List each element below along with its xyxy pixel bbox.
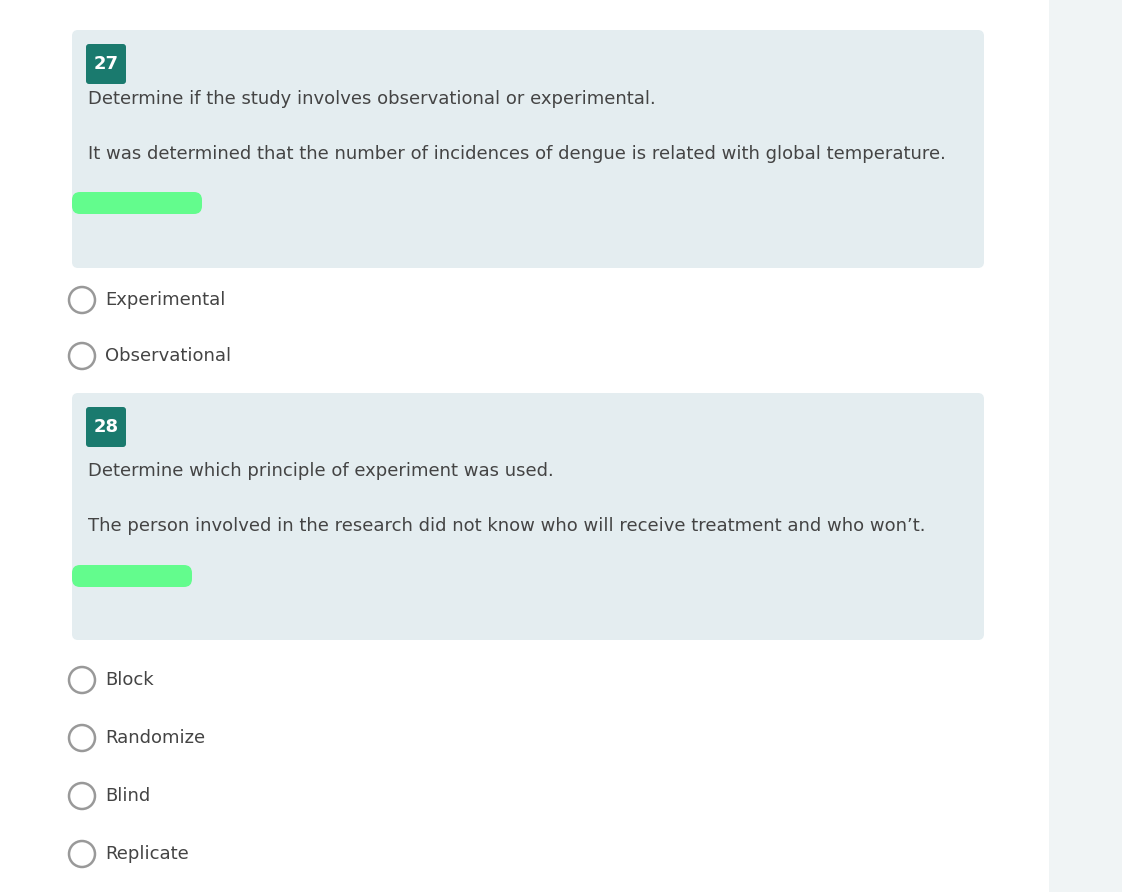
FancyBboxPatch shape xyxy=(72,30,984,268)
Text: Block: Block xyxy=(105,671,154,689)
Text: The person involved in the research did not know who will receive treatment and : The person involved in the research did … xyxy=(88,517,926,535)
Text: Randomize: Randomize xyxy=(105,729,205,747)
FancyBboxPatch shape xyxy=(72,393,984,640)
FancyBboxPatch shape xyxy=(72,565,192,587)
FancyBboxPatch shape xyxy=(86,44,126,84)
Text: It was determined that the number of incidences of dengue is related with global: It was determined that the number of inc… xyxy=(88,145,946,163)
Text: Blind: Blind xyxy=(105,787,150,805)
Text: 27: 27 xyxy=(93,55,119,73)
Text: Experimental: Experimental xyxy=(105,291,226,309)
FancyBboxPatch shape xyxy=(72,192,202,214)
Text: Observational: Observational xyxy=(105,347,231,365)
Text: Determine if the study involves observational or experimental.: Determine if the study involves observat… xyxy=(88,90,655,108)
Text: Replicate: Replicate xyxy=(105,845,188,863)
Text: Determine which principle of experiment was used.: Determine which principle of experiment … xyxy=(88,462,554,480)
FancyBboxPatch shape xyxy=(86,407,126,447)
Text: 28: 28 xyxy=(93,418,119,436)
FancyBboxPatch shape xyxy=(0,0,1049,892)
